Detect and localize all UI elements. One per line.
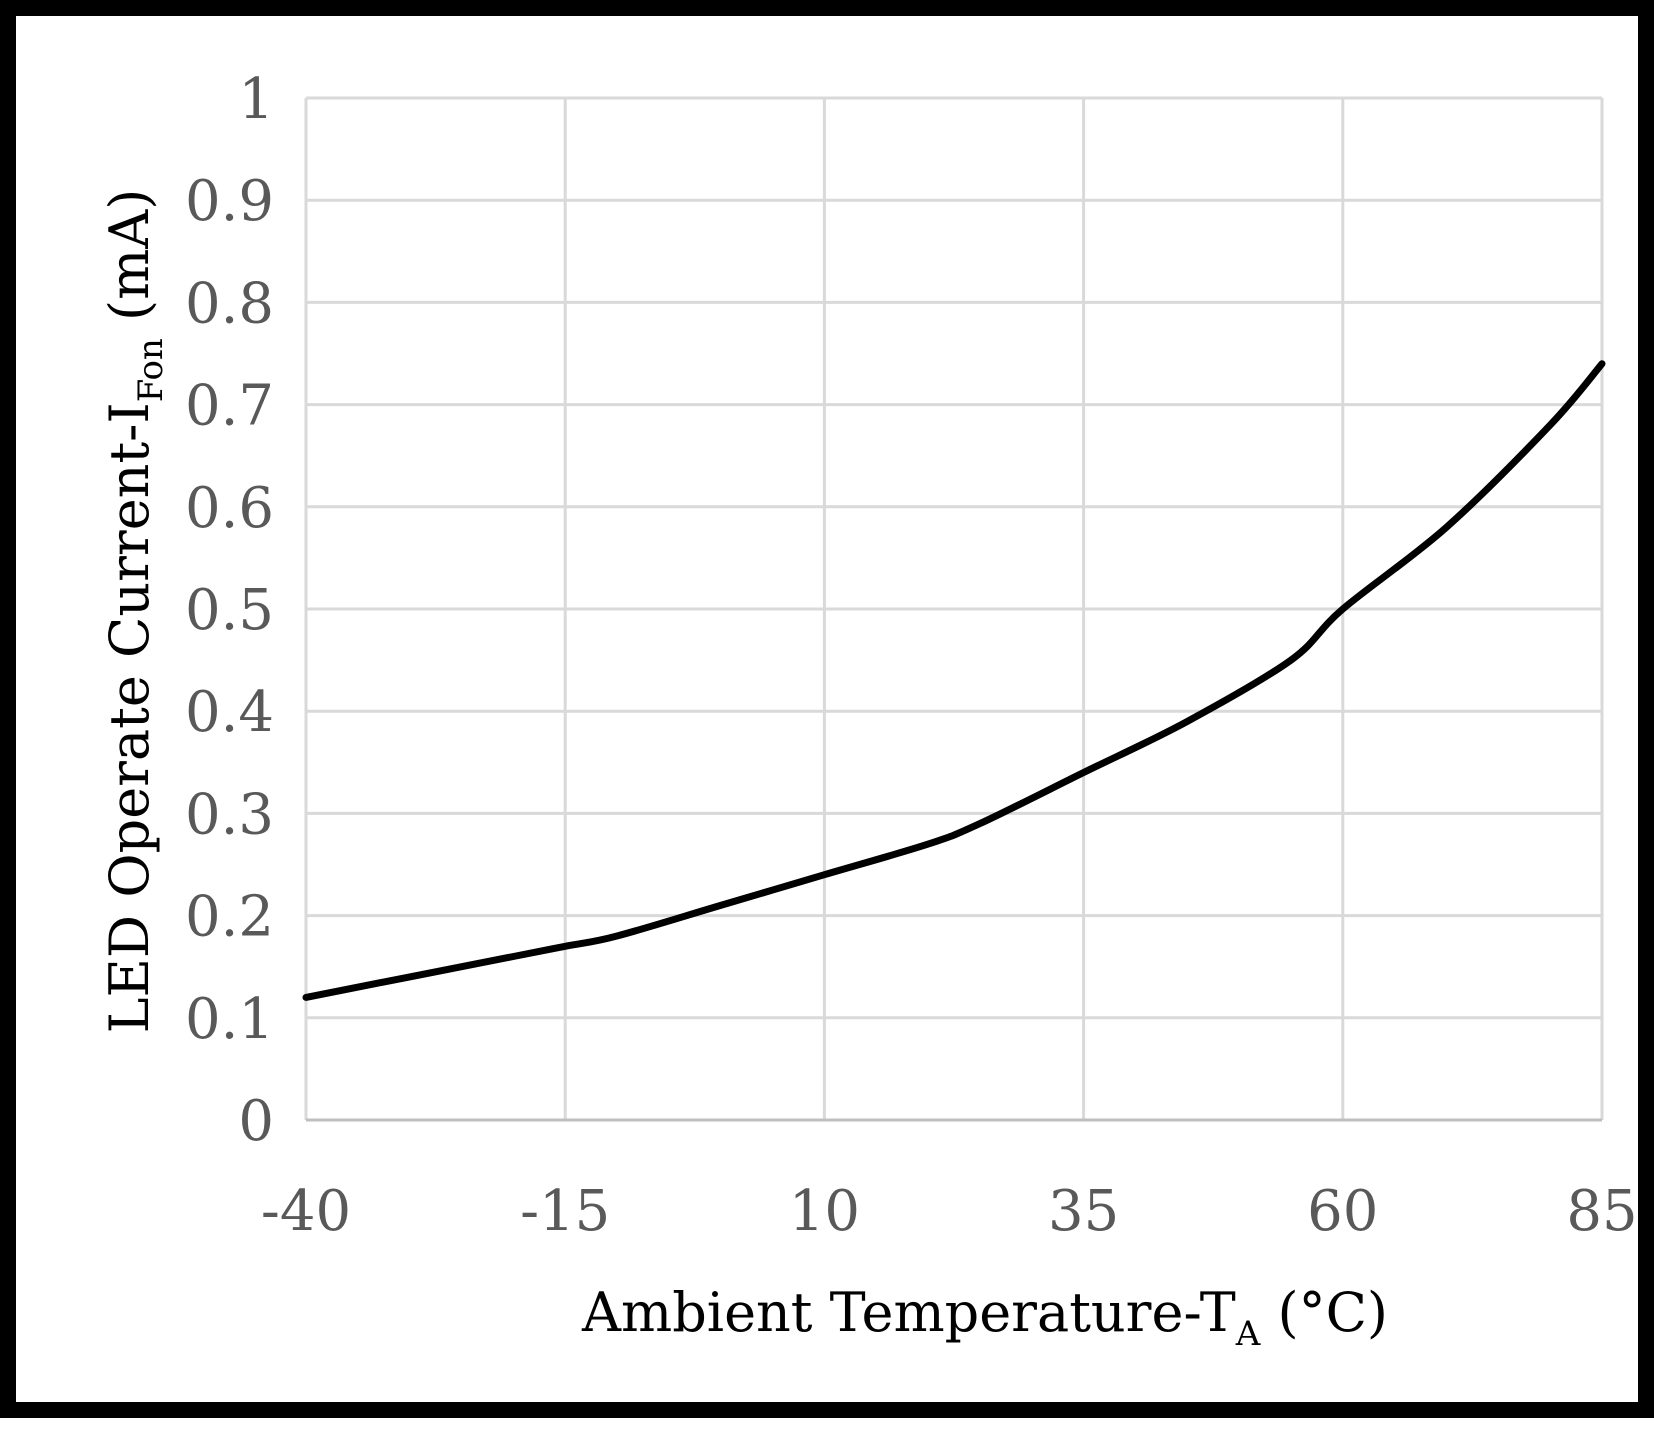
y-tick-label-3: 0.3 — [185, 782, 274, 847]
y-tick-label-9: 0.9 — [185, 169, 274, 234]
y-tick-labels: 0 0.1 0.2 0.3 0.4 0.5 0.6 0.7 0.8 0.9 1 — [185, 67, 274, 1154]
horizontal-gridlines — [306, 96, 1602, 1020]
y-axis-title-suffix: (mA) — [98, 189, 161, 339]
chart-svg: 0 0.1 0.2 0.3 0.4 0.5 0.6 0.7 0.8 0.9 1 -40 -15 10 35… — [98, 67, 1638, 1354]
x-tick-label-2: 10 — [789, 1179, 860, 1244]
x-tick-label-0: -40 — [261, 1179, 351, 1244]
y-tick-label-1: 0.1 — [185, 987, 274, 1052]
x-tick-label-1: -15 — [520, 1179, 610, 1244]
y-tick-label-7: 0.7 — [185, 374, 274, 439]
y-tick-label-8: 0.8 — [185, 271, 274, 336]
y-tick-label-10: 1 — [238, 67, 274, 132]
x-axis-title-main: Ambient Temperature-T — [581, 1281, 1236, 1344]
x-tick-label-5: 85 — [1566, 1179, 1637, 1244]
x-tick-labels: -40 -15 10 35 60 85 — [261, 1179, 1638, 1244]
series-line-0 — [302, 360, 1606, 1001]
y-tick-label-5: 0.5 — [185, 578, 274, 643]
y-tick-label-4: 0.4 — [185, 680, 274, 745]
x-axis-title-subscript: A — [1235, 1314, 1261, 1354]
y-axis-title-main: LED Operate Current-I — [98, 402, 161, 1033]
y-axis-title: LED Operate Current-IFon (mA) — [98, 189, 171, 1034]
x-axis-title: Ambient Temperature-TA (°C) — [581, 1281, 1388, 1354]
y-tick-label-0: 0 — [238, 1089, 274, 1154]
x-axis-title-suffix: (°C) — [1260, 1281, 1388, 1344]
y-tick-label-6: 0.6 — [185, 476, 274, 541]
x-tick-label-4: 60 — [1307, 1179, 1378, 1244]
x-tick-label-3: 35 — [1048, 1179, 1119, 1244]
series-group — [302, 360, 1606, 1001]
y-axis-title-subscript: Fon — [131, 338, 171, 402]
y-tick-label-2: 0.2 — [185, 885, 274, 950]
